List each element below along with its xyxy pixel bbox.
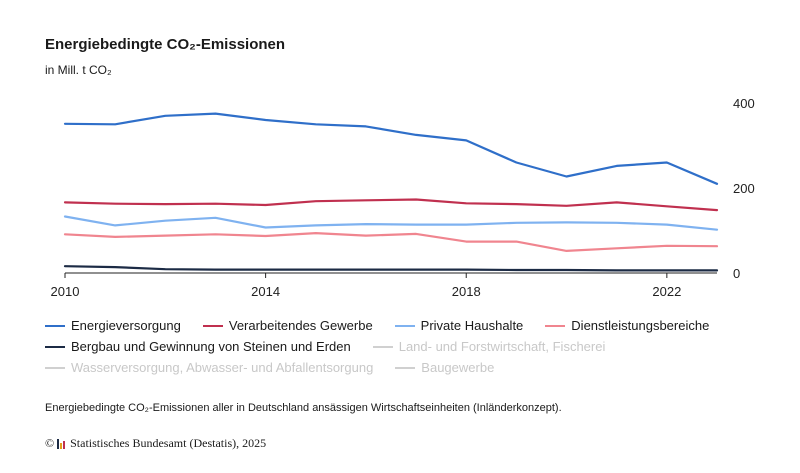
legend-swatch <box>545 324 566 327</box>
chart-title: Energiebedingte CO₂-Emissionen <box>45 36 286 53</box>
legend-item-verarbeitendes-gewerbe[interactable]: Verarbeitendes Gewerbe <box>202 318 373 333</box>
legend-swatch <box>45 324 65 327</box>
chart-legend: Energieversorgung Verarbeitendes Gewerbe… <box>45 315 765 378</box>
legend-swatch <box>45 345 65 348</box>
legend-label: Bergbau und Gewinnung von Steinen und Er… <box>71 339 351 354</box>
series-line-bergbau <box>63 265 719 272</box>
series-line-dienstleistungsbereiche <box>63 232 719 252</box>
y-tick-label: 0 <box>733 266 740 281</box>
copyright-text: Statistisches Bundesamt (Destatis), 2025 <box>70 436 267 450</box>
legend-label: Land- und Forstwirtschaft, Fischerei <box>398 339 606 354</box>
legend-label: Baugewerbe <box>421 360 495 375</box>
legend-item-private-haushalte[interactable]: Private Haushalte <box>394 318 524 333</box>
chart-footnote: Energiebedingte CO₂-Emissionen aller in … <box>45 402 562 414</box>
x-tick-label: 2010 <box>51 284 80 299</box>
legend-row-3: Wasserversorgung, Abwasser- und Abfallen… <box>45 357 765 378</box>
legend-item-land-forstwirtschaft[interactable]: Land- und Forstwirtschaft, Fischerei <box>372 339 606 354</box>
legend-swatch <box>395 366 416 369</box>
y-tick-label: 200 <box>733 181 755 196</box>
x-tick-label: 2022 <box>652 284 681 299</box>
legend-label: Verarbeitendes Gewerbe <box>228 318 373 333</box>
legend-item-energieversorgung[interactable]: Energieversorgung <box>45 318 181 333</box>
legend-item-dienstleistungsbereiche[interactable]: Dienstleistungsbereiche <box>545 318 709 333</box>
x-tick-label: 2014 <box>251 284 280 299</box>
legend-label: Wasserversorgung, Abwasser- und Abfallen… <box>71 360 374 375</box>
legend-label: Energieversorgung <box>71 318 181 333</box>
legend-row-1: Energieversorgung Verarbeitendes Gewerbe… <box>45 315 765 336</box>
legend-swatch <box>202 324 223 327</box>
legend-swatch <box>394 324 415 327</box>
copyright-symbol: © <box>45 436 55 450</box>
y-tick-label: 400 <box>733 96 755 111</box>
series-line-energieversorgung <box>63 112 719 185</box>
copyright-line: © Statistisches Bundesamt (Destatis), 20… <box>45 436 266 451</box>
series-line-verarbeitendes <box>63 198 719 212</box>
legend-swatch <box>45 366 65 369</box>
legend-label: Private Haushalte <box>420 318 524 333</box>
legend-item-bergbau[interactable]: Bergbau und Gewinnung von Steinen und Er… <box>45 339 351 354</box>
destatis-logo-icon <box>57 438 66 449</box>
legend-item-wasserversorgung[interactable]: Wasserversorgung, Abwasser- und Abfallen… <box>45 360 373 375</box>
legend-item-baugewerbe[interactable]: Baugewerbe <box>395 360 494 375</box>
legend-label: Dienstleistungsbereiche <box>571 318 710 333</box>
legend-row-2: Bergbau und Gewinnung von Steinen und Er… <box>45 336 765 357</box>
legend-swatch <box>372 345 393 348</box>
co2-line-chart: 2010 2014 2018 2022 0 200 400 <box>51 96 755 299</box>
series-line-private <box>63 215 719 231</box>
x-tick-label: 2018 <box>452 284 481 299</box>
chart-subtitle: in Mill. t CO₂ <box>45 63 112 77</box>
